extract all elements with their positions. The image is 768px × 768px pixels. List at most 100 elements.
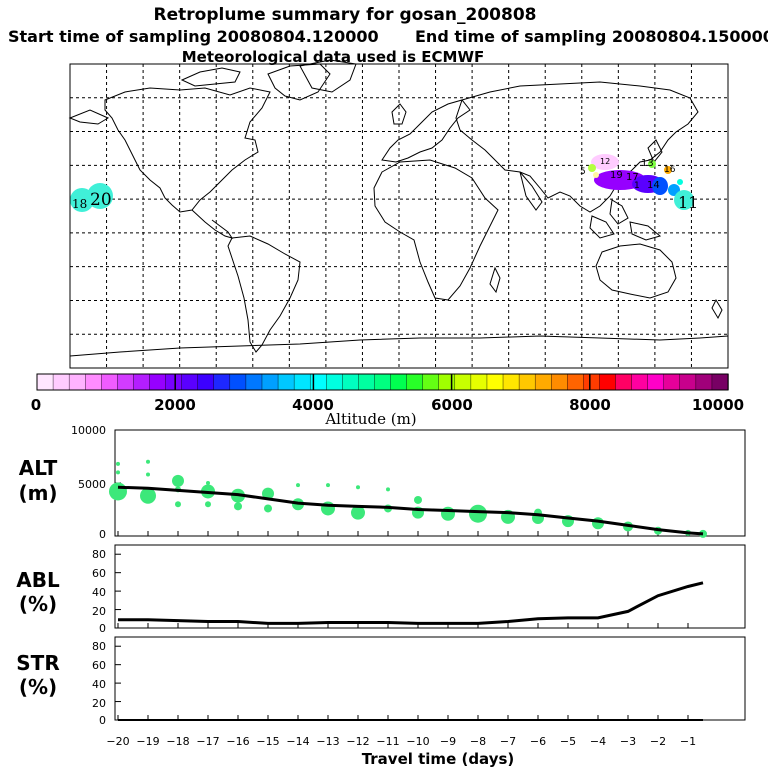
altitude-cluster-point [146,459,150,464]
x-tick-label: −8 [470,735,486,748]
cluster-label-east: 19 [610,170,623,181]
cluster-label-east: 16 [664,165,676,175]
colorbar-swatch [631,373,649,391]
x-tick-label: −6 [530,735,546,748]
plume-dot [593,172,599,178]
colorbar-swatch [390,373,408,391]
x-tick-label: −1 [680,735,696,748]
colorbar-swatch [213,373,231,391]
figure-title: Retroplume summary for gosan_200808 [154,5,537,25]
sampling-start-time: Start time of sampling 20080804.120000 [8,27,379,46]
plume-dot [677,179,683,185]
str-ytick: 0 [99,714,106,727]
colorbar-frame [36,373,729,391]
plume-dot [664,166,672,174]
alt-ytick: 0 [99,528,106,541]
abl-line [118,581,704,625]
abl-ytick: 80 [92,548,106,561]
colorbar-swatch [422,373,440,391]
sampling-end-time: End time of sampling 20080804.150000 [415,27,768,46]
colorbar-swatch [261,373,279,391]
meteo-data-note: Meteorological data used is ECMWF [182,48,485,66]
colorbar-swatch [406,373,424,391]
colorbar-tick: 4000 [292,396,334,414]
abl-panel-units: (%) [19,592,57,616]
colorbar-swatch [711,373,729,391]
colorbar-tick: 2000 [154,396,196,414]
str-panel-units: (%) [19,675,57,699]
colorbar-swatch [197,373,215,391]
cluster-label-west: 20 [90,190,112,210]
altitude-cluster-point [326,483,330,488]
altitude-colorbar [36,373,729,391]
colorbar-swatch [551,373,569,391]
x-tick-label: −20 [106,735,129,748]
altitude-cluster-point [351,505,365,520]
altitude-cluster-point [172,474,184,487]
colorbar-swatch [438,373,456,391]
altitude-cluster-point [414,495,422,504]
x-tick-label: −14 [286,735,309,748]
x-tick-label: −10 [406,735,429,748]
x-tick-label: −17 [196,735,219,748]
x-tick-label: −7 [500,735,516,748]
colorbar-swatch [454,373,472,391]
colorbar-swatch [663,373,681,391]
plume-dot [648,160,656,168]
colorbar-label: Altitude (m) [324,410,416,428]
x-tick-label: −18 [166,735,189,748]
plume-blob [652,177,668,195]
x-tick-label: −2 [650,735,666,748]
x-tick-label: −11 [376,735,399,748]
abl-ytick: 60 [92,567,106,580]
colorbar-swatch [518,373,536,391]
alt-ytick: 10000 [71,424,106,437]
cluster-label-east: 5 [580,167,586,177]
abl-panel-label: ABL [16,568,60,592]
x-tick-label: −19 [136,735,159,748]
str-ytick: 20 [92,697,106,710]
colorbar-swatch [567,373,585,391]
x-tick-label: −4 [590,735,606,748]
colorbar-tick: 6000 [431,396,473,414]
x-tick-label: −9 [440,735,456,748]
colorbar-swatch [245,373,263,391]
colorbar-swatch [695,373,713,391]
altitude-cluster-point [140,487,156,504]
colorbar-swatch [470,373,488,391]
plume-clusters: 20 18 19 17 13 16 14 11 5 12 1 [70,154,698,212]
cluster-label-east: 13 [641,158,654,169]
colorbar-swatch [52,373,70,391]
colorbar-swatch [36,373,54,391]
altitude-cluster-point [206,481,210,485]
cluster-label-east: 17 [626,172,639,183]
colorbar-swatch [358,373,376,391]
colorbar-swatch [583,373,601,391]
altitude-cluster-point [356,485,360,490]
str-ytick: 80 [92,640,106,653]
colorbar-swatch [85,373,102,391]
altitude-cluster-point [592,517,604,530]
altitude-cluster-point [262,487,274,500]
altitude-cluster-point [205,501,211,508]
x-tick-label: −16 [226,735,249,748]
colorbar-swatch [342,373,360,391]
map-gridlines [70,64,728,368]
panel-frame [114,544,746,629]
colorbar-tick: 8000 [569,396,611,414]
colorbar-swatch [374,373,392,391]
x-tick-label: −12 [346,735,369,748]
colorbar-swatch [534,373,552,391]
altitude-cluster-point [116,461,120,466]
altitude-cluster-point [264,504,272,513]
colorbar-swatch [293,373,311,391]
plume-dot [87,183,113,209]
x-tick-label: −13 [316,735,339,748]
colorbar-swatch [101,373,119,391]
colorbar-swatch [502,373,520,391]
coastlines [68,59,729,357]
cluster-label-east: 12 [600,157,610,166]
altitude-cluster-point [386,487,390,492]
colorbar-swatch [229,373,247,391]
